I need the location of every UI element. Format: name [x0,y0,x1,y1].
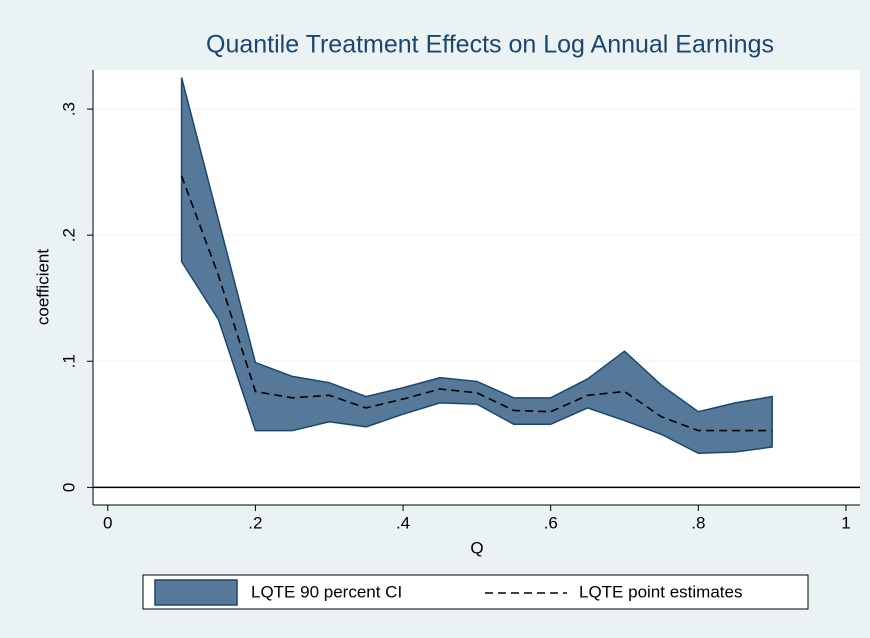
y-axis-label: coefficient [33,249,52,326]
legend-label: LQTE 90 percent CI [251,582,402,601]
y-tick-label: .3 [59,102,78,116]
y-tick-label: 0 [59,483,78,492]
ci-band [180,77,773,455]
legend-label: LQTE point estimates [579,582,742,601]
legend-box [142,574,809,610]
x-tick-label: .8 [691,513,705,532]
x-tick-label: .2 [248,513,262,532]
x-tick-label: .4 [396,513,410,532]
x-tick-label: .6 [544,513,558,532]
x-tick-label: 0 [103,513,112,532]
x-axis-label: Q [470,538,483,557]
y-tick-label: .1 [59,354,78,368]
x-tick-label: 1 [841,513,850,532]
point-estimate-line [180,175,773,432]
y-tick-label: .2 [59,228,78,242]
chart-title: Quantile Treatment Effects on Log Annual… [206,31,774,59]
legend-swatch [154,579,238,606]
